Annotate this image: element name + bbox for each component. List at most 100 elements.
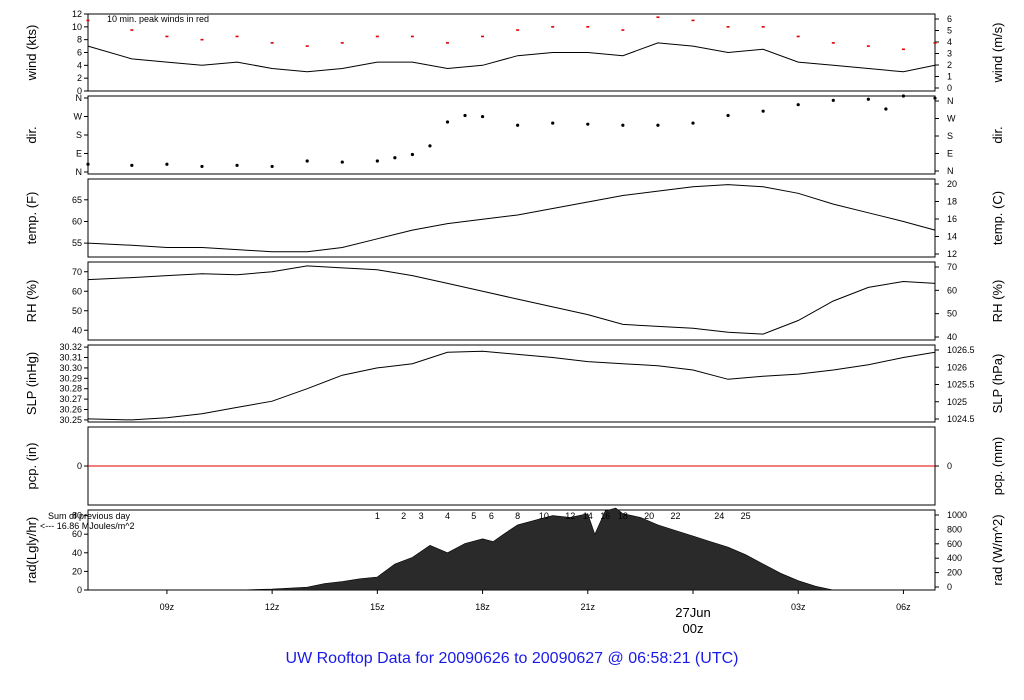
rad-hour-label: 16 <box>600 511 610 521</box>
slp-left-tick-label: 30.28 <box>59 384 82 394</box>
rad-left-tick-label: 20 <box>72 566 82 576</box>
rh-right-tick-label: 50 <box>947 309 957 319</box>
figure-footer-title: UW Rooftop Data for 20090626 to 20090627… <box>285 650 739 667</box>
rh-ylabel-right: RH (%) <box>990 280 1005 323</box>
dir-left-tick-label: N <box>76 93 83 103</box>
slp-left-tick-label: 30.26 <box>59 405 82 415</box>
rad-hour-label: 5 <box>471 511 476 521</box>
pcp-ylabel: pcp. (in) <box>24 443 39 490</box>
dir-right-tick-label: W <box>947 114 956 124</box>
rh-ylabel: RH (%) <box>24 280 39 323</box>
rad-ylabel-right: rad (W/m^2) <box>990 514 1005 585</box>
wind-right-tick-label: 0 <box>947 83 952 93</box>
dir-data-point <box>445 120 450 124</box>
dir-data-point <box>901 94 906 98</box>
rad-ylabel: rad(Lgly/hr) <box>24 517 39 583</box>
rad-right-tick-label: 800 <box>947 524 962 534</box>
dir-data-point <box>726 113 730 118</box>
rad-left-tick-label: 0 <box>77 585 82 595</box>
dir-data-point <box>621 123 625 127</box>
rad-hour-label: 6 <box>489 511 494 521</box>
slp-right-tick-label: 1026.5 <box>947 345 975 355</box>
dir-left-tick-label: N <box>76 167 83 177</box>
rad-left-tick-label: 80 <box>72 511 82 521</box>
rad-hour-label: 20 <box>644 511 654 521</box>
wind-right-tick-label: 3 <box>947 49 952 59</box>
dir-data-point <box>691 121 695 125</box>
pcp-ylabel-right: pcp. (mm) <box>990 437 1005 496</box>
slp-right-tick-label: 1024.5 <box>947 414 975 424</box>
rh-left-tick-label: 60 <box>72 286 82 296</box>
wind-peak-mark <box>235 35 239 38</box>
dir-data-point <box>933 96 937 100</box>
wind-right-tick-label: 6 <box>947 14 952 24</box>
rh-right-tick-label: 70 <box>947 262 957 272</box>
slp-left-tick-label: 30.25 <box>59 415 82 425</box>
wind-peak-mark <box>656 16 660 19</box>
temp-left-tick-label: 65 <box>72 195 82 205</box>
temp-panel-frame <box>87 178 936 258</box>
wind-right-tick-label: 1 <box>947 72 952 82</box>
temp-left-tick-label: 60 <box>72 216 82 226</box>
wind-peak-mark <box>165 35 169 38</box>
rh-right-tick-label: 60 <box>947 285 957 295</box>
rad-hour-label: 3 <box>419 511 424 521</box>
dir-right-tick-label: N <box>947 96 954 106</box>
dir-left-tick-label: S <box>76 130 82 140</box>
rad-area <box>237 507 834 591</box>
dir-data-point <box>200 164 204 169</box>
slp-left-tick-label: 30.29 <box>59 373 82 383</box>
rad-hour-label: 22 <box>670 511 680 521</box>
dir-ylabel: dir. <box>24 126 39 143</box>
dir-data-point <box>480 114 485 119</box>
dir-ylabel-right: dir. <box>990 126 1005 143</box>
slp-left-tick-label: 30.31 <box>59 352 82 362</box>
rad-left-tick-label: 60 <box>72 529 82 539</box>
wind-peak-mark <box>586 26 590 28</box>
wind-left-tick-label: 2 <box>77 73 82 83</box>
wind-peak-mark <box>691 19 695 22</box>
x-axis-tick-label: 15z <box>370 602 385 612</box>
rad-hour-label: 25 <box>741 511 751 521</box>
rad-hour-label: 8 <box>515 511 520 521</box>
rad-hour-label: 18 <box>618 511 628 521</box>
pcp-left-tick-label: 0 <box>77 461 82 471</box>
rad-right-tick-label: 0 <box>947 582 952 592</box>
wind-peak-mark <box>340 42 344 44</box>
rad-hour-label: 1 <box>375 511 380 521</box>
rh-left-tick-label: 40 <box>72 325 82 335</box>
wind-left-tick-label: 0 <box>77 86 82 96</box>
slp-right-tick-label: 1025 <box>947 397 967 407</box>
x-axis-tick-label: 12z <box>265 602 280 612</box>
dir-data-point <box>761 109 765 113</box>
temp-left-tick-label: 55 <box>72 238 82 248</box>
temp-ylabel-right: temp. (C) <box>990 191 1005 245</box>
wind-peak-mark <box>933 42 937 44</box>
temp-right-tick-label: 18 <box>947 197 957 207</box>
rad-note-line1: Sum of previous day <box>48 511 131 521</box>
wind-right-tick-label: 4 <box>947 37 952 47</box>
rad-hour-label: 24 <box>714 511 724 521</box>
wind-peak-note: 10 min. peak winds in red <box>107 14 209 24</box>
temp-series-line <box>87 184 936 253</box>
temp-right-tick-label: 16 <box>947 214 957 224</box>
rh-left-tick-label: 70 <box>72 267 82 277</box>
rh-panel-frame <box>87 261 936 341</box>
wind-peak-mark <box>270 42 274 44</box>
x-axis-tick-label: 18z <box>475 602 490 612</box>
dir-left-tick-label: E <box>76 149 82 159</box>
dir-data-point <box>305 159 309 163</box>
slp-left-tick-label: 30.32 <box>59 342 82 352</box>
rh-left-tick-label: 50 <box>72 306 82 316</box>
wind-peak-mark <box>305 45 309 47</box>
dir-data-point <box>235 163 239 167</box>
wind-peak-mark <box>410 35 414 38</box>
x-axis-tick-label: 03z <box>791 602 806 612</box>
rad-right-tick-label: 1000 <box>947 510 967 520</box>
wind-peak-mark <box>516 29 520 31</box>
slp-series-line <box>87 350 936 421</box>
temp-right-tick-label: 14 <box>947 232 957 242</box>
wind-peak-mark <box>551 26 555 28</box>
rad-hour-label: 12 <box>565 511 575 521</box>
